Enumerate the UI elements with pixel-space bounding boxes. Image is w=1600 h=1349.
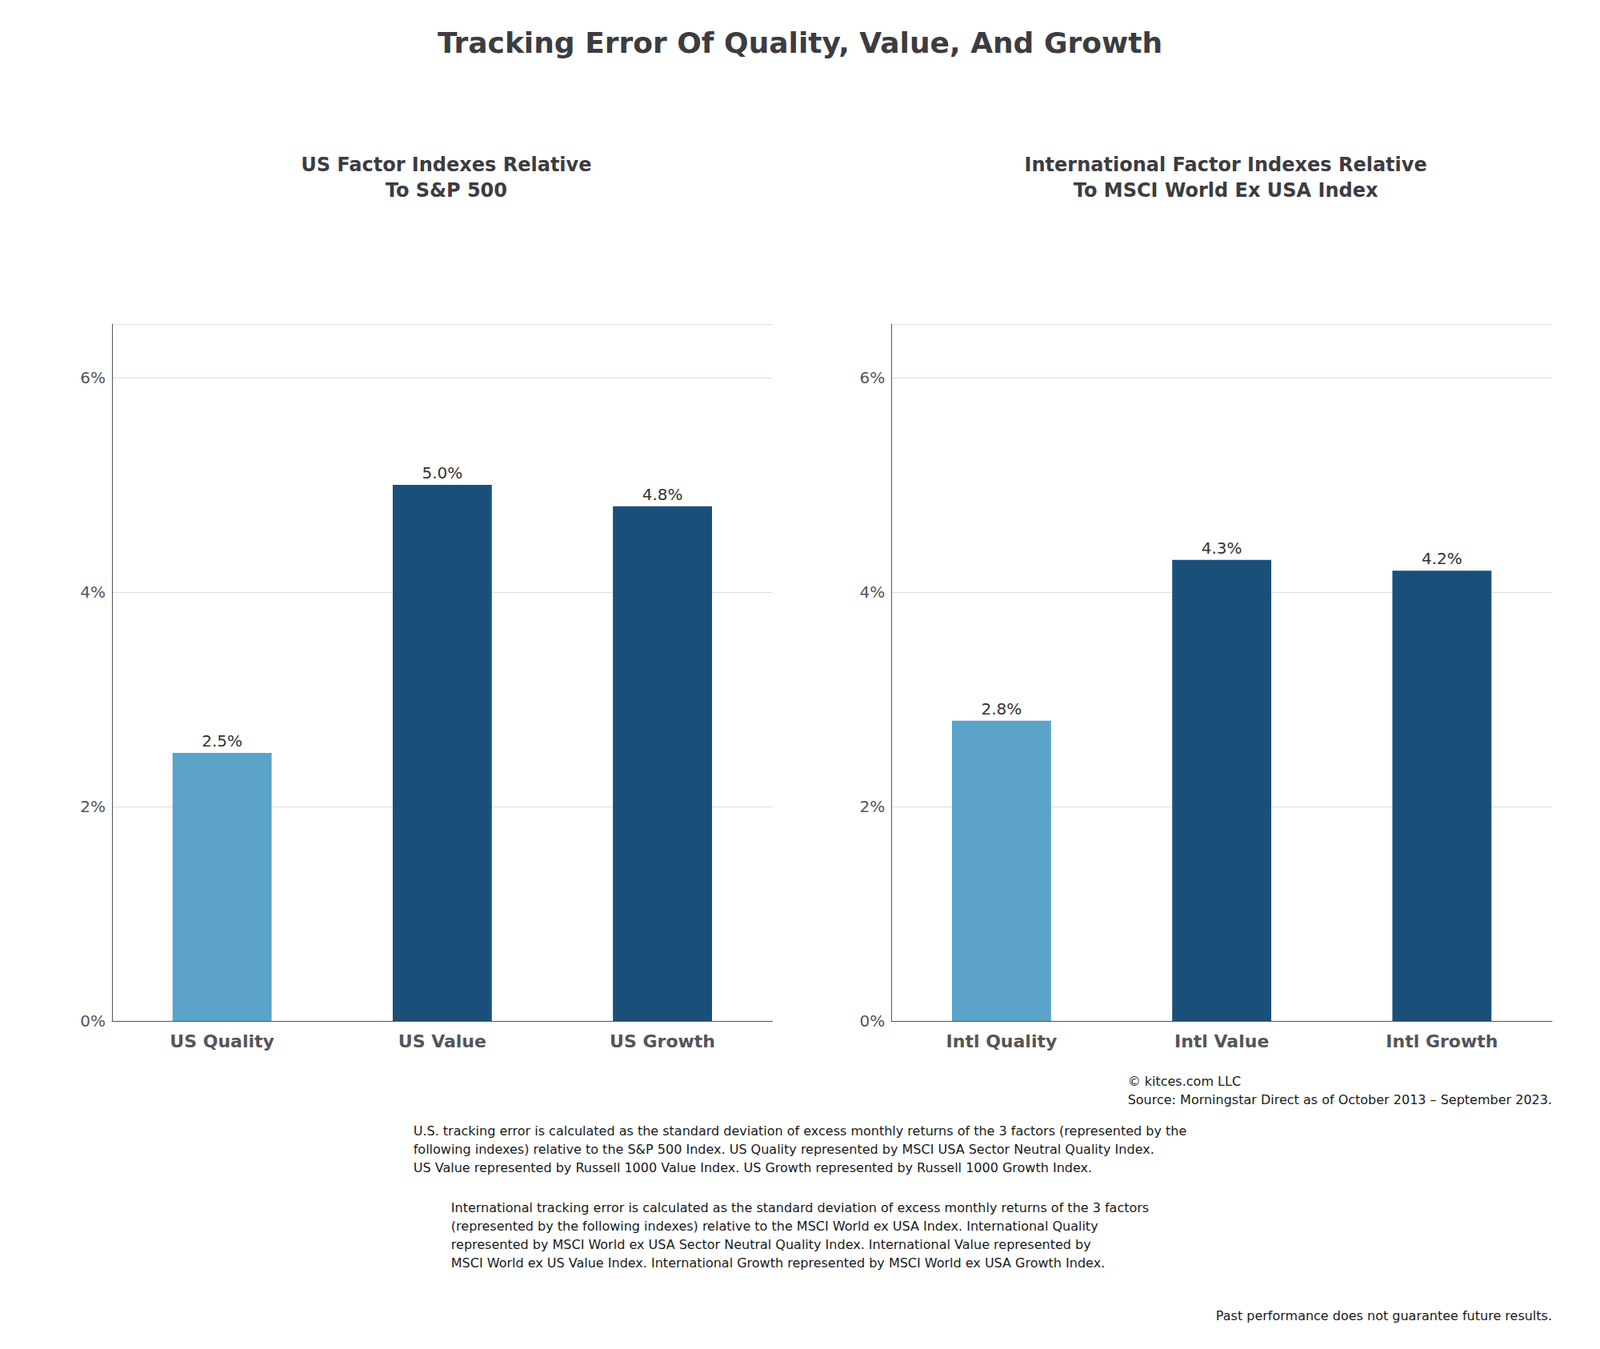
svg-text:Intl Growth: Intl Growth bbox=[1385, 1031, 1498, 1052]
svg-text:4.2%: 4.2% bbox=[1421, 548, 1463, 568]
svg-text:International Factor Indexes R: International Factor Indexes Relative bbox=[1024, 153, 1428, 176]
svg-text:MSCI World ex US Value Index.: MSCI World ex US Value Index. Internatio… bbox=[451, 1255, 1105, 1271]
svg-text:6%: 6% bbox=[80, 368, 106, 388]
svg-text:2%: 2% bbox=[860, 796, 886, 816]
svg-text:US Growth: US Growth bbox=[609, 1031, 716, 1052]
svg-text:(represented by the following: (represented by the following indexes) r… bbox=[451, 1218, 1099, 1234]
svg-text:4.3%: 4.3% bbox=[1201, 538, 1243, 558]
svg-text:Past performance does not guar: Past performance does not guarantee futu… bbox=[1216, 1308, 1552, 1324]
svg-text:represented by MSCI World ex U: represented by MSCI World ex USA Sector … bbox=[451, 1236, 1092, 1252]
svg-text:0%: 0% bbox=[80, 1011, 106, 1031]
svg-text:6%: 6% bbox=[860, 368, 886, 388]
svg-text:2.5%: 2.5% bbox=[201, 731, 243, 751]
svg-text:following indexes) relative to: following indexes) relative to the S&P 5… bbox=[413, 1141, 1155, 1157]
svg-text:US Value: US Value bbox=[398, 1031, 487, 1052]
svg-text:International tracking error i: International tracking error is calculat… bbox=[451, 1200, 1149, 1216]
svg-text:U.S. tracking error is calcula: U.S. tracking error is calculated as the… bbox=[413, 1123, 1188, 1139]
svg-text:© kitces.com LLC: © kitces.com LLC bbox=[1128, 1073, 1241, 1089]
svg-text:4%: 4% bbox=[80, 582, 106, 602]
svg-text:Source: Morningstar Direct as: Source: Morningstar Direct as of October… bbox=[1128, 1092, 1552, 1108]
svg-text:US Quality: US Quality bbox=[169, 1031, 275, 1052]
svg-text:2.8%: 2.8% bbox=[981, 699, 1023, 719]
svg-text:Tracking Error Of Quality, Val: Tracking Error Of Quality, Value, And Gr… bbox=[437, 26, 1163, 60]
svg-text:4%: 4% bbox=[860, 582, 886, 602]
svg-text:0%: 0% bbox=[860, 1011, 886, 1031]
svg-text:5.0%: 5.0% bbox=[421, 463, 463, 483]
svg-text:To MSCI World Ex USA Index: To MSCI World Ex USA Index bbox=[1073, 179, 1379, 202]
svg-text:US Value represented by Russel: US Value represented by Russell 1000 Val… bbox=[413, 1160, 1092, 1176]
svg-text:To S&P 500: To S&P 500 bbox=[385, 179, 508, 202]
svg-text:2%: 2% bbox=[80, 796, 106, 816]
svg-text:Intl Quality: Intl Quality bbox=[946, 1031, 1058, 1052]
svg-text:4.8%: 4.8% bbox=[642, 484, 684, 504]
svg-text:US Factor Indexes Relative: US Factor Indexes Relative bbox=[300, 153, 592, 176]
svg-text:Intl Value: Intl Value bbox=[1174, 1031, 1269, 1052]
